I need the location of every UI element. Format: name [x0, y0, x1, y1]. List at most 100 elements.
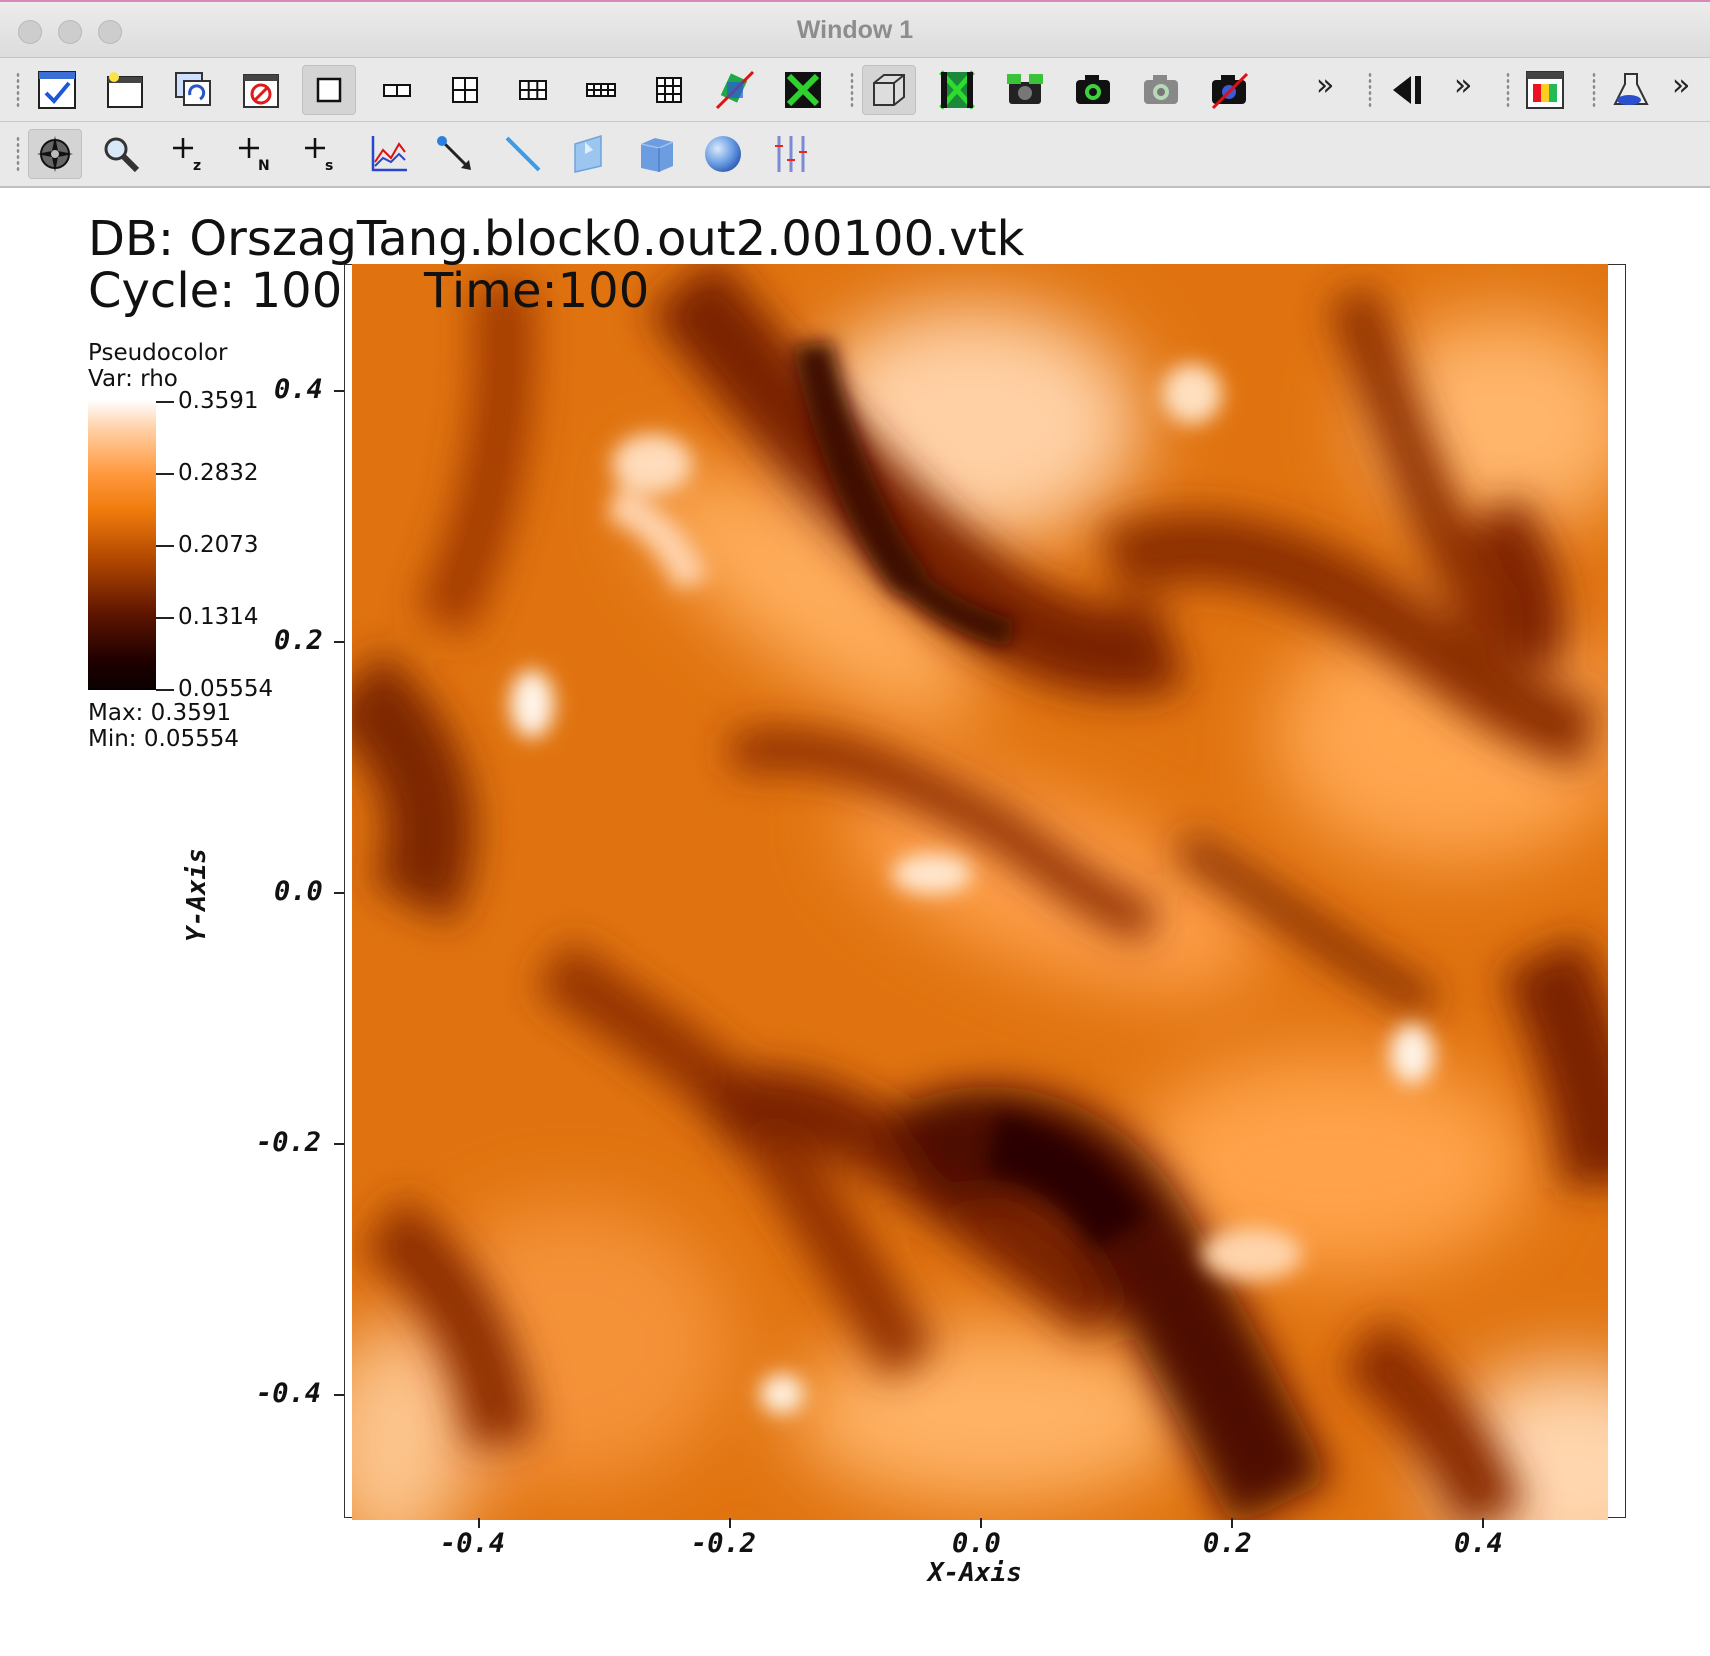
camera-button[interactable]	[1066, 65, 1120, 115]
layout-3x3-icon	[656, 77, 682, 103]
magnifier-icon	[104, 137, 140, 173]
close-window-button[interactable]	[18, 20, 42, 44]
lock-view-icon	[715, 70, 755, 110]
sphere-tool-button[interactable]	[696, 129, 750, 179]
lock-view-button[interactable]	[708, 65, 762, 115]
toolbar-grip-icon[interactable]	[16, 136, 20, 172]
db-filename-label: DB: OrszagTang.block0.out2.00100.vtk	[88, 211, 1025, 267]
film-icon	[939, 70, 975, 110]
legend-plot-type: Pseudocolor	[88, 340, 228, 366]
layout-2x4-button[interactable]	[574, 65, 628, 115]
playback-back-button[interactable]	[1380, 65, 1434, 115]
colorbar-tick	[156, 545, 174, 547]
layout-2x3-icon	[519, 80, 547, 100]
x-tick-label: 0.0	[952, 1528, 1001, 1559]
y-tick-label: 0.4	[274, 374, 323, 405]
image-settings-button[interactable]	[998, 65, 1052, 115]
layout-1x2-button[interactable]	[370, 65, 424, 115]
minimize-window-button[interactable]	[58, 20, 82, 44]
zone-pick-button[interactable]: z	[162, 129, 216, 179]
y-axis-label: Y-Axis	[181, 848, 212, 942]
lock-tool-icon	[785, 72, 821, 108]
legend-variable: Var: rho	[88, 366, 178, 392]
pick-n-icon: N	[239, 138, 270, 174]
flask-icon	[1613, 73, 1649, 105]
colorbar-tick-label: 0.05554	[178, 676, 274, 702]
toolbar-grip-icon[interactable]	[850, 72, 854, 108]
toolbar-grip-icon[interactable]	[1368, 72, 1372, 108]
colorbar-tick	[156, 473, 174, 475]
legend-min: Min: 0.05554	[88, 726, 239, 752]
node-pick-button[interactable]: N	[228, 129, 282, 179]
legend-colorbar	[88, 400, 156, 690]
lights-button[interactable]	[1604, 65, 1658, 115]
spreadsheet-pick-button[interactable]: s	[294, 129, 348, 179]
x-tick-mark	[1482, 1518, 1484, 1528]
box-tool-icon	[640, 138, 674, 172]
window-checkbox-icon	[38, 71, 76, 109]
colorbar-tick-label: 0.1314	[178, 604, 259, 630]
layout-2x2-button[interactable]	[438, 65, 492, 115]
perspective-view-button[interactable]	[862, 65, 916, 115]
toolbar-grip-icon[interactable]	[16, 72, 20, 108]
toggle-active-window-button[interactable]	[30, 65, 84, 115]
box-tool-button[interactable]	[630, 129, 684, 179]
line-tool-button[interactable]	[496, 129, 550, 179]
delete-window-button[interactable]	[234, 65, 288, 115]
svg-text:s: s	[325, 158, 333, 174]
axis-restrict-tool-button[interactable]	[764, 129, 818, 179]
perspective-cube-icon	[873, 74, 905, 106]
navigate-mode-button[interactable]	[28, 129, 82, 179]
new-window-button[interactable]	[98, 65, 152, 115]
camera-clear-button[interactable]	[1202, 65, 1256, 115]
clone-window-button[interactable]	[166, 65, 220, 115]
colorbar-tick	[156, 689, 174, 691]
colorbar-tick-label: 0.2832	[178, 460, 259, 486]
layout-1x1-button[interactable]	[302, 65, 356, 115]
color-table-icon	[1526, 71, 1564, 109]
layout-3x3-button[interactable]	[642, 65, 696, 115]
lock-tool-button[interactable]	[776, 65, 830, 115]
plane-tool-button[interactable]	[562, 129, 616, 179]
axis-restrict-icon	[775, 136, 807, 172]
layout-2x3-button[interactable]	[506, 65, 560, 115]
save-image-button[interactable]	[930, 65, 984, 115]
colorbar-tick	[156, 617, 174, 619]
toolbar-overflow-icon[interactable]: »	[1316, 68, 1335, 103]
sphere-tool-icon	[705, 136, 741, 172]
pointer-arrow-icon	[437, 136, 471, 170]
layout-1x2-icon	[383, 84, 411, 97]
x-tick-label: -0.2	[691, 1528, 757, 1559]
cycle-label: Cycle: 100	[88, 263, 343, 319]
window-titlebar: Window 1	[0, 0, 1710, 58]
x-tick-label: 0.4	[1454, 1528, 1503, 1559]
keyframe-button[interactable]	[1518, 65, 1572, 115]
zoom-window-button[interactable]	[98, 20, 122, 44]
toolbar-grip-icon[interactable]	[1506, 72, 1510, 108]
clone-window-icon	[175, 72, 211, 106]
point-tool-button[interactable]	[428, 129, 482, 179]
y-tick-mark	[334, 641, 344, 643]
x-tick-label: -0.4	[440, 1528, 506, 1559]
y-tick-label: 0.0	[274, 876, 323, 907]
camera-gray-icon	[1144, 75, 1178, 104]
lineout-button[interactable]	[362, 129, 416, 179]
camera-icon	[1076, 75, 1110, 104]
zoom-mode-button[interactable]	[94, 129, 148, 179]
line-tool-icon	[505, 136, 541, 172]
colorbar-tick-label: 0.2073	[178, 532, 259, 558]
x-tick-mark	[1231, 1518, 1233, 1528]
pseudocolor-field[interactable]	[352, 264, 1608, 1520]
camera-disabled-button[interactable]	[1134, 65, 1188, 115]
y-tick-mark	[334, 1143, 344, 1145]
toolbar-overflow-icon[interactable]: »	[1672, 68, 1691, 103]
x-tick-label: 0.2	[1203, 1528, 1252, 1559]
toolbar-overflow-icon[interactable]: »	[1454, 68, 1473, 103]
density-field-image	[352, 264, 1608, 1520]
window-title: Window 1	[796, 16, 914, 44]
x-tick-mark	[729, 1518, 731, 1528]
mode-toolbar: z N s	[0, 122, 1710, 188]
main-toolbar: » » »	[0, 58, 1710, 122]
y-tick-mark	[334, 1394, 344, 1396]
toolbar-grip-icon[interactable]	[1592, 72, 1596, 108]
